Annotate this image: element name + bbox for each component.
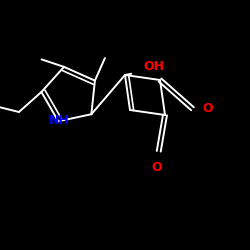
Text: O: O — [151, 161, 162, 174]
Text: O: O — [202, 102, 213, 115]
Text: NH: NH — [49, 114, 70, 126]
Text: OH: OH — [144, 60, 165, 73]
